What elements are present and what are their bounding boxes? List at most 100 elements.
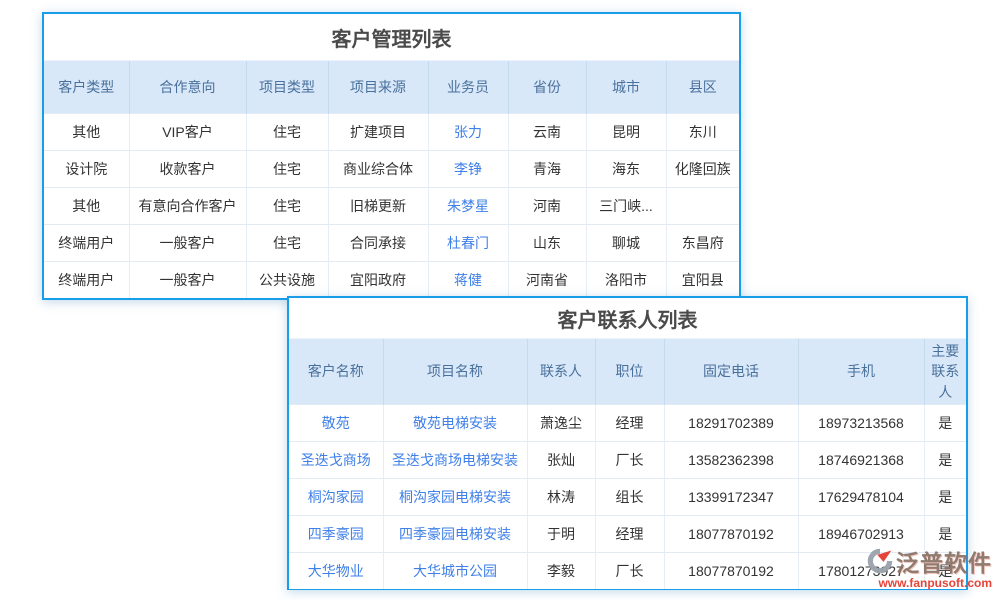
cell-landline: 18077870192 [663, 514, 798, 553]
customer-name-link[interactable]: 四季豪园 [289, 514, 383, 553]
cell-position: 经理 [594, 514, 664, 553]
contact-table-header-row: 客户名称 项目名称 联系人 职位 固定电话 手机 主要联系人 [289, 339, 966, 405]
cell-province: 山东 [507, 223, 586, 261]
column-header-mobile: 手机 [797, 339, 924, 405]
cell-customer-type: 设计院 [44, 149, 129, 187]
cell-landline: 18077870192 [663, 551, 798, 590]
table-row: 大华物业 大华城市公园 李毅 厂长 18077870192 1780127392… [289, 551, 966, 590]
project-name-link[interactable]: 敬苑电梯安装 [382, 403, 527, 442]
cell-cooperation-intent: 有意向合作客户 [128, 186, 246, 224]
cell-landline: 13582362398 [663, 440, 798, 479]
cell-project-type: 住宅 [245, 186, 328, 224]
cell-mobile: 17629478104 [797, 477, 924, 516]
column-header-cooperation-intent: 合作意向 [128, 61, 246, 113]
cell-project-type: 住宅 [245, 223, 328, 261]
cell-position: 经理 [594, 403, 664, 442]
cell-contact-person: 萧逸尘 [526, 403, 595, 442]
customer-table-header-row: 客户类型 合作意向 项目类型 项目来源 业务员 省份 城市 县区 [44, 61, 739, 113]
salesperson-link[interactable]: 蒋健 [427, 260, 508, 298]
cell-county: 东昌府 [665, 223, 739, 261]
cell-project-source: 商业综合体 [327, 149, 428, 187]
table-row: 终端用户 一般客户 公共设施 宜阳政府 蒋健 河南省 洛阳市 宜阳县 [44, 260, 739, 298]
column-header-province: 省份 [507, 61, 586, 113]
table-row: 桐沟家园 桐沟家园电梯安装 林涛 组长 13399172347 17629478… [289, 477, 966, 516]
table-row: 其他 VIP客户 住宅 扩建项目 张力 云南 昆明 东川 [44, 112, 739, 150]
cell-project-type: 公共设施 [245, 260, 328, 298]
column-header-project-name: 项目名称 [382, 339, 527, 405]
cell-city: 海东 [585, 149, 666, 187]
cell-mobile: 18946702913 [797, 514, 924, 553]
cell-cooperation-intent: 一般客户 [128, 260, 246, 298]
contact-table: 客户名称 项目名称 联系人 职位 固定电话 手机 主要联系人 敬苑 敬苑电梯安装… [289, 339, 966, 590]
column-header-project-type: 项目类型 [245, 61, 328, 113]
column-header-salesperson: 业务员 [427, 61, 508, 113]
cell-mobile: 18746921368 [797, 440, 924, 479]
column-header-city: 城市 [585, 61, 666, 113]
cell-customer-type: 其他 [44, 112, 129, 150]
cell-contact-person: 李毅 [526, 551, 595, 590]
cell-cooperation-intent: VIP客户 [128, 112, 246, 150]
customer-name-link[interactable]: 大华物业 [289, 551, 383, 590]
cell-county [665, 186, 739, 224]
cell-position: 厂长 [594, 440, 664, 479]
cell-cooperation-intent: 一般客户 [128, 223, 246, 261]
customer-name-link[interactable]: 圣迭戈商场 [289, 440, 383, 479]
cell-customer-type: 其他 [44, 186, 129, 224]
cell-primary-contact: 是 [923, 477, 966, 516]
table-row: 四季豪园 四季豪园电梯安装 于明 经理 18077870192 18946702… [289, 514, 966, 553]
cell-county: 宜阳县 [665, 260, 739, 298]
cell-province: 云南 [507, 112, 586, 150]
table-row: 敬苑 敬苑电梯安装 萧逸尘 经理 18291702389 18973213568… [289, 403, 966, 442]
cell-project-type: 住宅 [245, 112, 328, 150]
table-row: 终端用户 一般客户 住宅 合同承接 杜春门 山东 聊城 东昌府 [44, 223, 739, 261]
column-header-customer-type: 客户类型 [44, 61, 129, 113]
project-name-link[interactable]: 四季豪园电梯安装 [382, 514, 527, 553]
customer-contact-card: 客户联系人列表 客户名称 项目名称 联系人 职位 固定电话 手机 主要联系人 [287, 296, 968, 590]
salesperson-link[interactable]: 朱梦星 [427, 186, 508, 224]
cell-landline: 13399172347 [663, 477, 798, 516]
customer-table-title: 客户管理列表 [44, 14, 739, 61]
salesperson-link[interactable]: 张力 [427, 112, 508, 150]
cell-position: 厂长 [594, 551, 664, 590]
column-header-primary-contact: 主要联系人 [923, 339, 966, 405]
column-header-contact-person: 联系人 [526, 339, 595, 405]
cell-cooperation-intent: 收款客户 [128, 149, 246, 187]
cell-primary-contact: 是 [923, 440, 966, 479]
column-header-project-source: 项目来源 [327, 61, 428, 113]
cell-city: 洛阳市 [585, 260, 666, 298]
cell-county: 化隆回族 [665, 149, 739, 187]
cell-project-source: 扩建项目 [327, 112, 428, 150]
customer-name-link[interactable]: 敬苑 [289, 403, 383, 442]
project-name-link[interactable]: 圣迭戈商场电梯安装 [382, 440, 527, 479]
table-row: 设计院 收款客户 住宅 商业综合体 李铮 青海 海东 化隆回族 [44, 149, 739, 187]
project-name-link[interactable]: 桐沟家园电梯安装 [382, 477, 527, 516]
cell-city: 昆明 [585, 112, 666, 150]
customer-management-card: 客户管理列表 客户类型 合作意向 项目类型 项目来源 业务员 省份 城市 县区 [42, 12, 741, 300]
cell-project-source: 合同承接 [327, 223, 428, 261]
cell-primary-contact: 是 [923, 551, 966, 590]
column-header-landline: 固定电话 [663, 339, 798, 405]
cell-project-type: 住宅 [245, 149, 328, 187]
column-header-position: 职位 [594, 339, 664, 405]
cell-contact-person: 于明 [526, 514, 595, 553]
project-name-link[interactable]: 大华城市公园 [382, 551, 527, 590]
column-header-customer-name: 客户名称 [289, 339, 383, 405]
cell-city: 聊城 [585, 223, 666, 261]
column-header-county: 县区 [665, 61, 739, 113]
table-row: 其他 有意向合作客户 住宅 旧梯更新 朱梦星 河南 三门峡... [44, 186, 739, 224]
cell-customer-type: 终端用户 [44, 260, 129, 298]
salesperson-link[interactable]: 杜春门 [427, 223, 508, 261]
cell-contact-person: 林涛 [526, 477, 595, 516]
cell-project-source: 旧梯更新 [327, 186, 428, 224]
cell-city: 三门峡... [585, 186, 666, 224]
cell-mobile: 17801273927 [797, 551, 924, 590]
cell-county: 东川 [665, 112, 739, 150]
contact-table-title: 客户联系人列表 [289, 298, 966, 339]
customer-table: 客户类型 合作意向 项目类型 项目来源 业务员 省份 城市 县区 其他 VIP客… [44, 61, 739, 298]
cell-province: 青海 [507, 149, 586, 187]
salesperson-link[interactable]: 李铮 [427, 149, 508, 187]
cell-mobile: 18973213568 [797, 403, 924, 442]
customer-name-link[interactable]: 桐沟家园 [289, 477, 383, 516]
cell-province: 河南省 [507, 260, 586, 298]
cell-contact-person: 张灿 [526, 440, 595, 479]
